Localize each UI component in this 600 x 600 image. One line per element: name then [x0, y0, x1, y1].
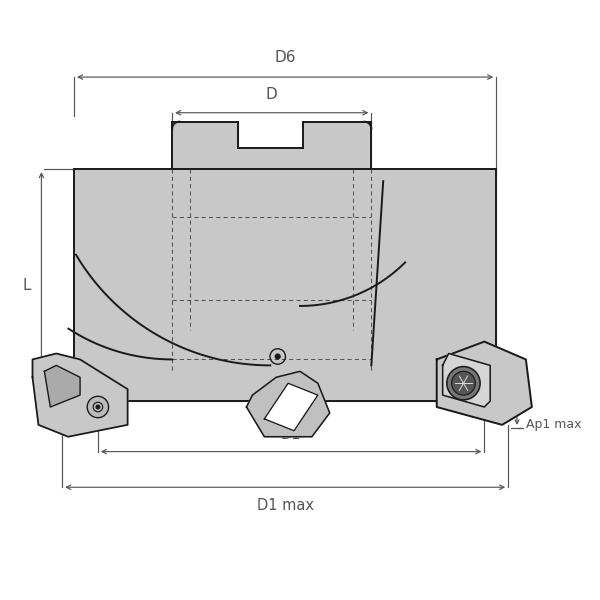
Text: D1: D1 [281, 427, 301, 442]
Polygon shape [443, 353, 490, 407]
Polygon shape [247, 371, 330, 437]
Text: L: L [22, 278, 31, 293]
Text: Ap1 max: Ap1 max [526, 418, 581, 431]
Circle shape [87, 396, 109, 418]
Text: D6: D6 [274, 50, 296, 65]
Circle shape [447, 367, 480, 400]
Polygon shape [32, 353, 128, 437]
Circle shape [96, 405, 100, 409]
Circle shape [275, 354, 280, 359]
Text: D1 max: D1 max [257, 498, 314, 513]
Polygon shape [44, 365, 80, 407]
Polygon shape [437, 341, 532, 425]
Polygon shape [265, 383, 318, 431]
Circle shape [452, 371, 475, 395]
Text: D: D [266, 87, 278, 102]
Polygon shape [74, 169, 496, 401]
Polygon shape [172, 122, 371, 169]
